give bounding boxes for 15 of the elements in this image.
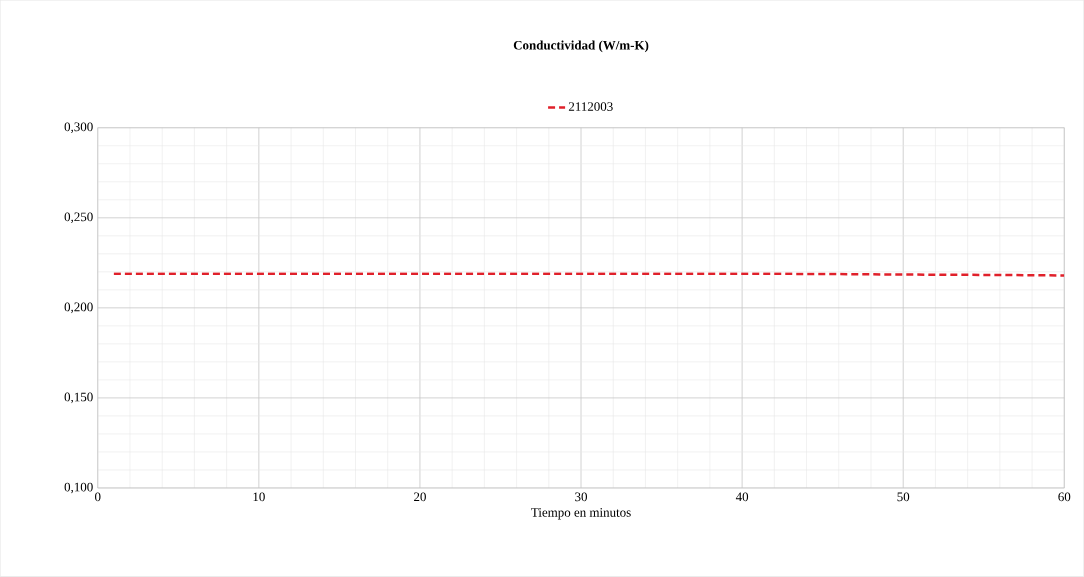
chart-title: Conductividad (W/m-K) — [513, 40, 649, 53]
x-axis-title: Tiempo en minutos — [531, 508, 631, 520]
x-tick-label: 40 — [735, 492, 749, 502]
x-tick-label: 10 — [253, 492, 265, 502]
x-tick-label: 50 — [897, 492, 910, 502]
y-tick-label: 0,150 — [64, 392, 93, 404]
y-tick-label: 0,100 — [64, 482, 93, 494]
x-tick-label: 60 — [1058, 492, 1071, 502]
x-tick-label: 0 — [95, 492, 101, 502]
y-tick-label: 0,300 — [64, 122, 93, 134]
y-tick-label: 0,200 — [64, 302, 93, 314]
legend-label: 2112003 — [568, 102, 613, 112]
y-tick-label: 0,250 — [64, 212, 93, 224]
x-tick-label: 30 — [575, 492, 588, 502]
x-tick-label: 20 — [414, 492, 426, 502]
